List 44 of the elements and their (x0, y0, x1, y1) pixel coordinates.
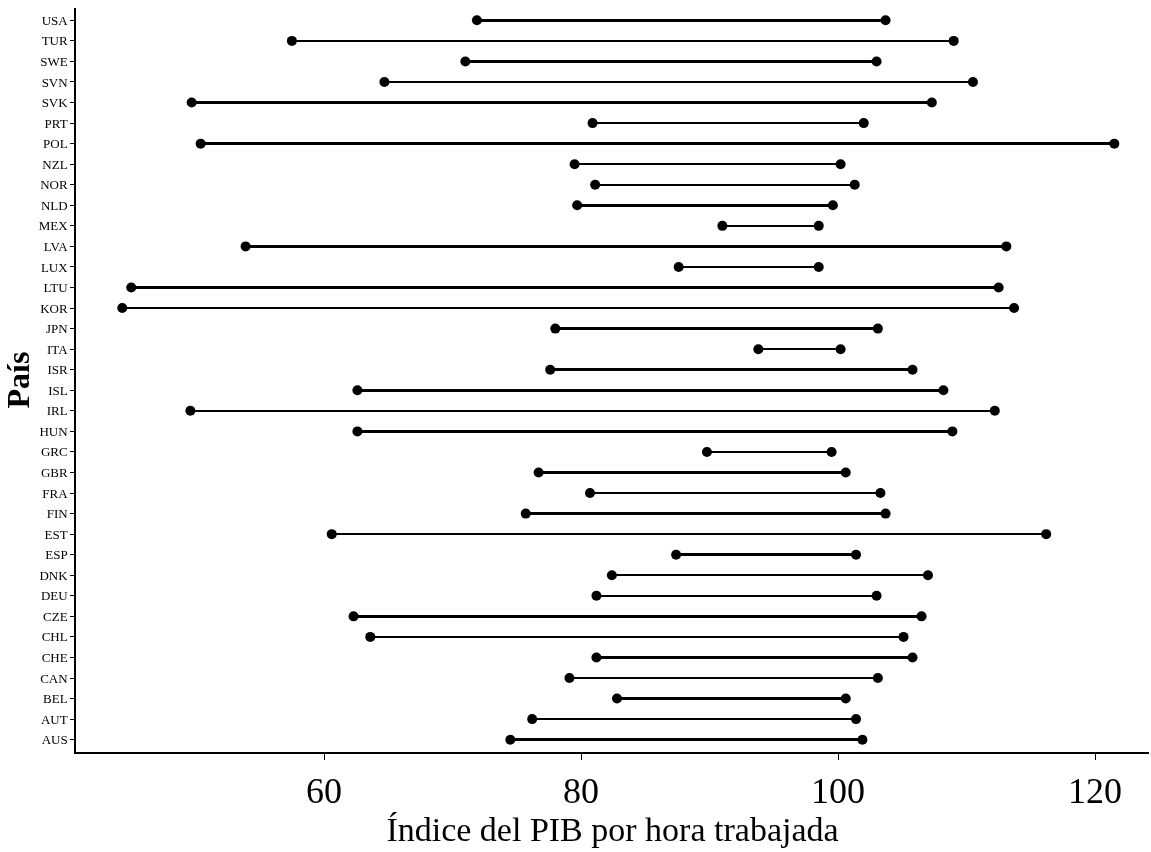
x-axis-title: Índice del PIB por hora trabajada (386, 810, 839, 848)
point (875, 488, 886, 499)
y-tick-label: USA (41, 12, 69, 28)
x-tick-label: 80 (563, 770, 600, 811)
y-tick-label: AUT (40, 711, 68, 727)
y-tick-label: FIN (46, 506, 69, 522)
y-tick-label: LTU (43, 280, 69, 296)
y-tick-label: ITA (47, 341, 69, 357)
y-tick-label: CHE (41, 650, 68, 666)
y-tick-label: POL (43, 136, 68, 152)
x-tick-label: 120 (1068, 770, 1123, 811)
y-tick-label: ESP (45, 547, 68, 563)
y-tick-label: HUN (39, 423, 69, 439)
y-tick-label: BEL (43, 691, 68, 707)
y-tick-label: JPN (45, 321, 69, 337)
x-tick-label: 100 (811, 770, 866, 811)
y-tick-label: AUS (41, 732, 68, 748)
y-tick-label: KOR (40, 300, 68, 316)
y-tick-label: IRL (46, 403, 68, 419)
y-tick-label: DEU (40, 588, 69, 604)
y-tick-label: GBR (40, 465, 68, 481)
point (585, 488, 596, 499)
y-tick-label: GRC (40, 444, 68, 460)
y-tick-label: ISR (47, 362, 68, 378)
y-tick-label: MEX (38, 218, 69, 234)
y-tick-label: PRT (44, 115, 68, 131)
y-tick-label: SVN (41, 74, 69, 90)
y-tick-label: ISL (48, 382, 68, 398)
y-tick-label: SWE (40, 53, 68, 69)
y-tick-label: CHL (41, 629, 68, 645)
y-tick-label: LVA (43, 238, 69, 254)
y-tick-label: NZL (42, 156, 68, 172)
y-tick-label: TUR (41, 33, 68, 49)
y-tick-label: CZE (43, 608, 68, 624)
y-tick-label: EST (44, 526, 68, 542)
y-axis-title: País (0, 351, 36, 409)
y-tick-label: NOR (40, 177, 68, 193)
y-tick-label: NLD (40, 197, 68, 213)
y-tick-label: LUX (40, 259, 69, 275)
x-tick-label: 60 (306, 770, 343, 811)
y-tick-label: DNK (39, 567, 69, 583)
y-tick-label: SVK (41, 95, 69, 111)
y-tick-label: FRA (42, 485, 69, 501)
y-tick-label: CAN (40, 670, 69, 686)
